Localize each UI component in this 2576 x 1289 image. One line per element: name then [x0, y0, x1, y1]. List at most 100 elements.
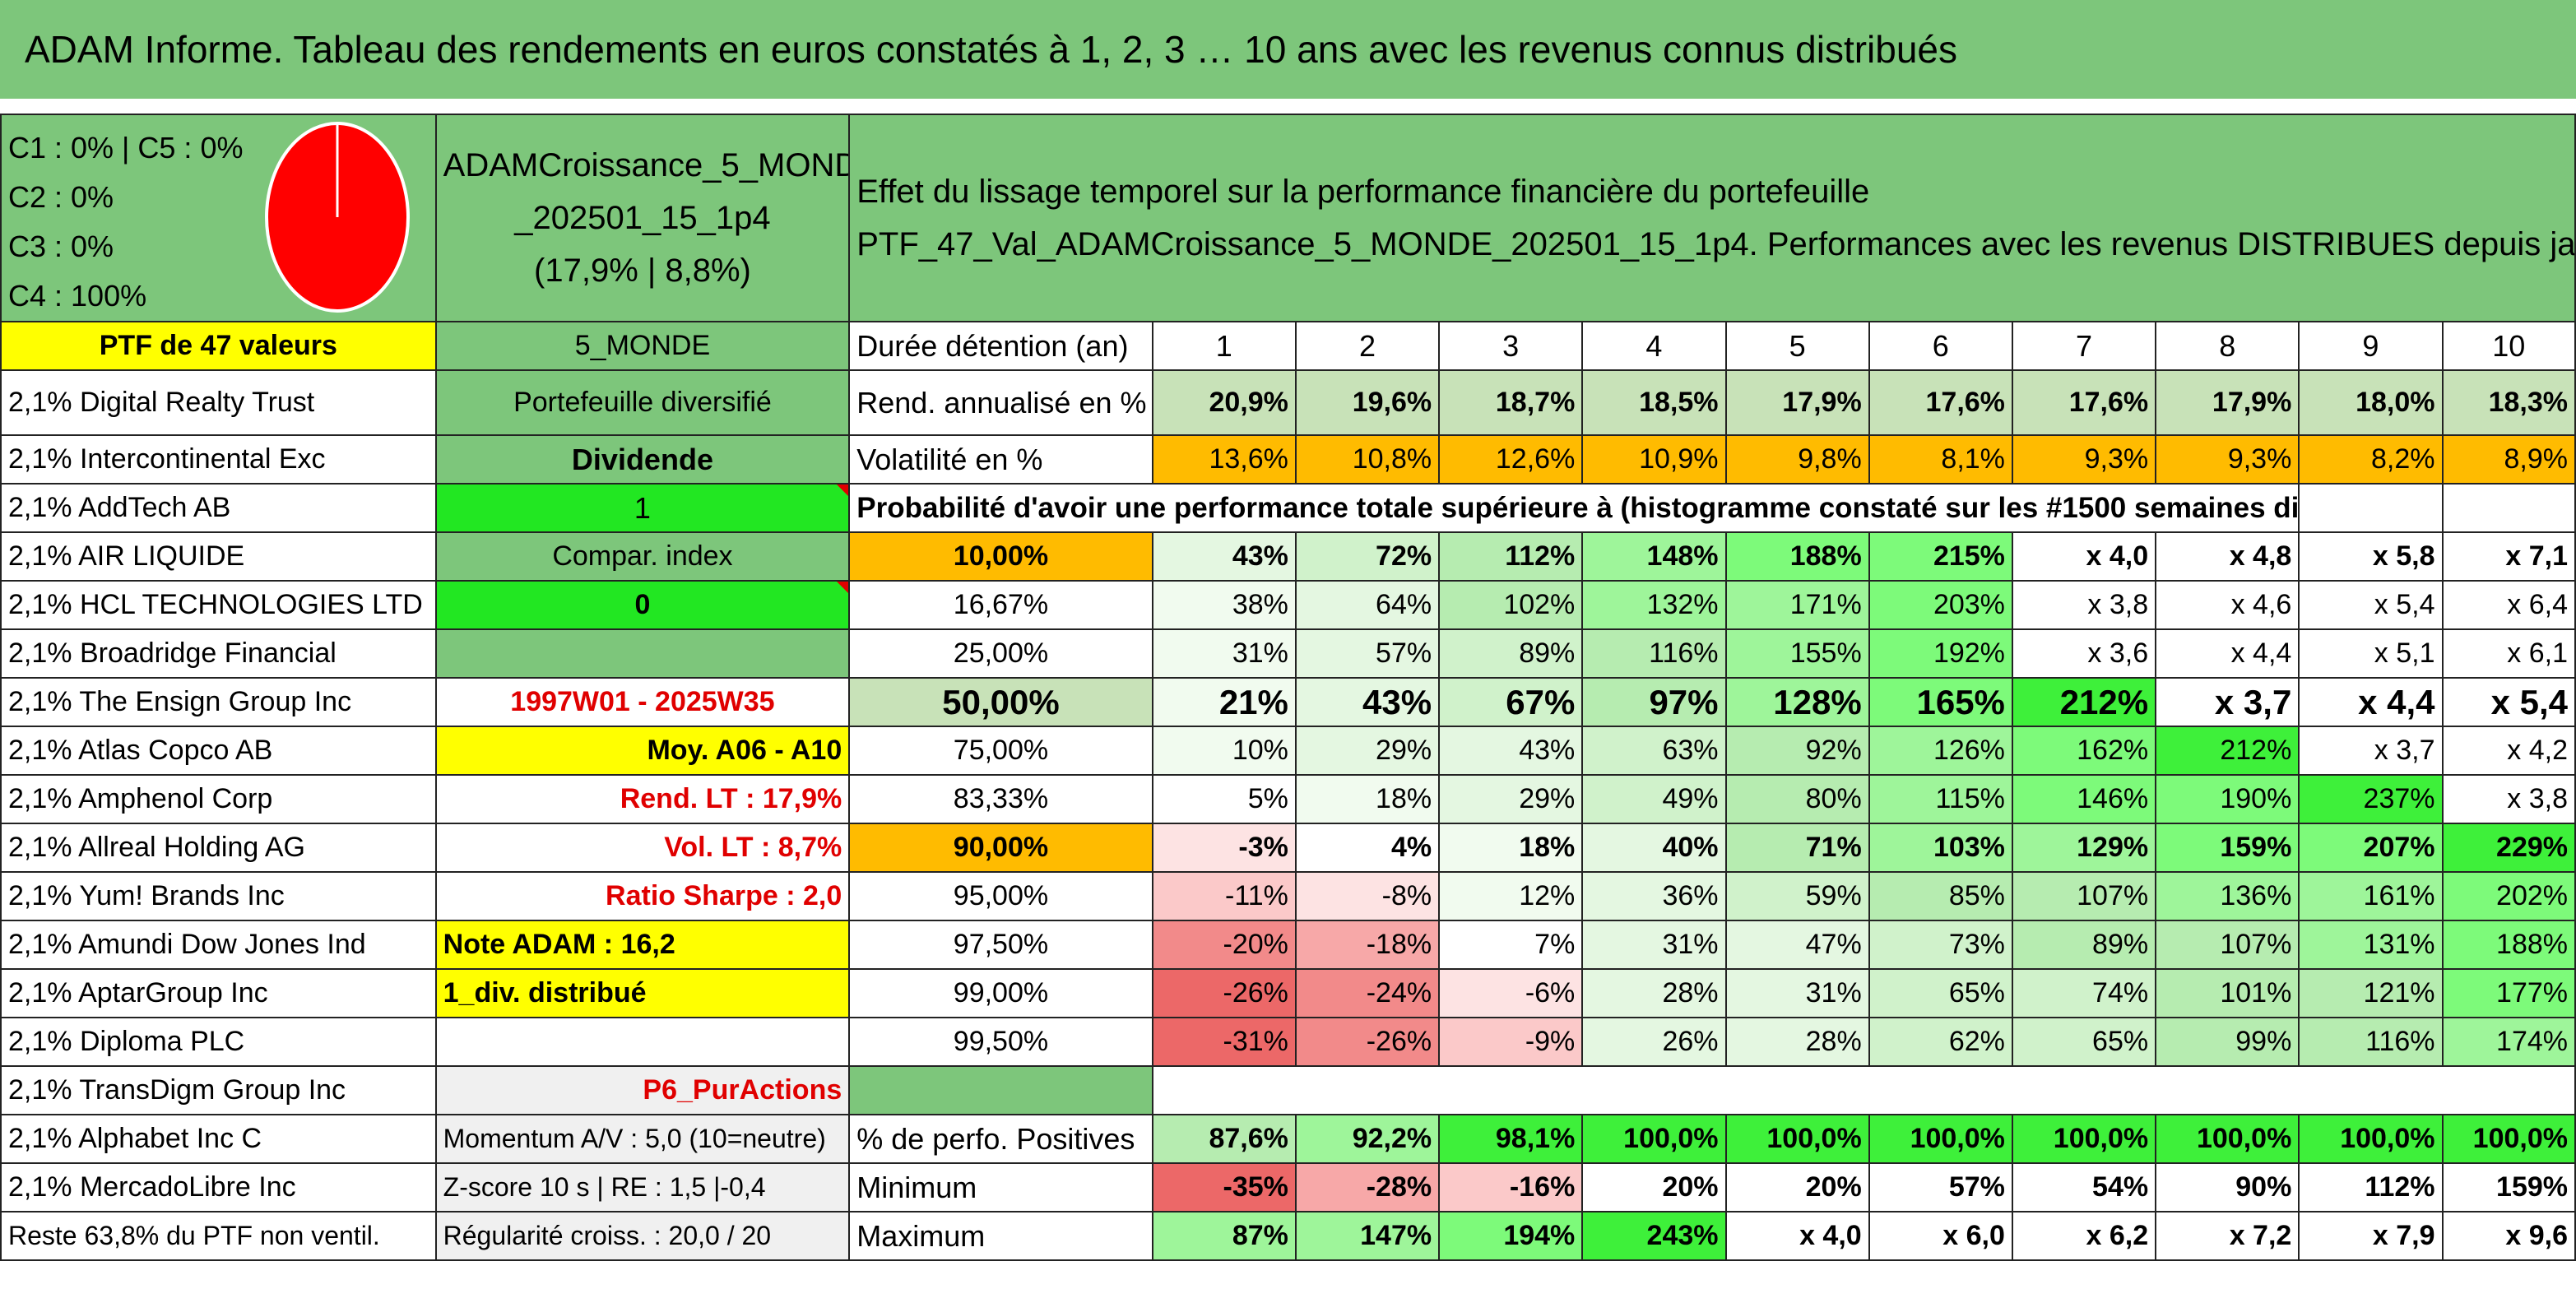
- description-line: PTF_47_Val_ADAMCroissance_5_MONDE_202501…: [856, 226, 2575, 262]
- probability-value: 229%: [2441, 823, 2576, 873]
- table-row: 2,1% Yum! Brands Inc Ratio Sharpe : 2,0 95…: [0, 871, 2576, 921]
- probability-value: -26%: [1294, 1017, 1441, 1067]
- probability-value: x 3,8: [2441, 774, 2576, 824]
- probability-value: 29%: [1438, 774, 1584, 824]
- probability-value: 115%: [1868, 774, 2013, 824]
- probability-value: 192%: [1868, 628, 2013, 679]
- probability-threshold: 99,00%: [848, 968, 1153, 1018]
- probability-value: 38%: [1151, 580, 1297, 630]
- description-line: Effet du lissage temporel sur la perform…: [856, 174, 1870, 210]
- positive-value: 100,0%: [2441, 1114, 2576, 1164]
- minimum-value: -35%: [1151, 1162, 1297, 1212]
- maximum-value: x 6,2: [2011, 1211, 2157, 1261]
- maximum-value: 194%: [1438, 1211, 1584, 1261]
- year-header: 2: [1294, 321, 1441, 371]
- vol-value: 13,6%: [1151, 434, 1297, 485]
- vol-value: 9,3%: [2155, 434, 2300, 485]
- table-row: 2,1% AptarGroup Inc 1_div. distribué 99,00…: [0, 968, 2576, 1018]
- probability-threshold: 90,00%: [848, 823, 1153, 873]
- compar-index-label: Compar. index: [434, 531, 851, 582]
- probability-value: 159%: [2155, 823, 2300, 873]
- adam-score: Note ADAM : 16,2: [434, 920, 851, 970]
- table-row: 2,1% AddTech AB 1 Probabilité d'avoir une …: [0, 483, 2576, 533]
- year-header: 5: [1724, 321, 1870, 371]
- probability-threshold: 16,67%: [848, 580, 1153, 630]
- positive-value: 92,2%: [1294, 1114, 1441, 1164]
- probability-value: 136%: [2155, 871, 2300, 921]
- holding-item: 2,1% Digital Realty Trust: [0, 369, 437, 436]
- year-header: 6: [1868, 321, 2013, 371]
- empty-cell: [1151, 1065, 2576, 1115]
- probability-value: x 4,2: [2441, 726, 2576, 776]
- probability-value: 237%: [2298, 774, 2444, 824]
- holding-item: 2,1% Intercontinental Exc: [0, 434, 437, 485]
- probability-value: x 5,8: [2298, 531, 2444, 582]
- probability-value: 4%: [1294, 823, 1441, 873]
- class-line: C4 : 100%: [8, 279, 147, 313]
- positive-value: 100,0%: [1868, 1114, 2013, 1164]
- year-header: 1: [1151, 321, 1297, 371]
- table-row: 2,1% MercadoLibre Inc Z-score 10 s | RE :…: [0, 1162, 2576, 1212]
- vol-label: Volatilité en %: [848, 434, 1153, 485]
- rend-value: 18,3%: [2441, 369, 2576, 436]
- probability-value: 57%: [1294, 628, 1441, 679]
- probability-value: 102%: [1438, 580, 1584, 630]
- table-row: 2,1% AIR LIQUIDE Compar. index 10,00% 43% 72…: [0, 531, 2576, 582]
- probability-value: x 5,4: [2441, 677, 2576, 727]
- dividend-flag: 1: [434, 483, 851, 533]
- probability-value: -8%: [1294, 871, 1441, 921]
- positive-value: 100,0%: [1581, 1114, 1727, 1164]
- dividend-label: Dividende: [434, 434, 851, 485]
- minimum-value: -28%: [1294, 1162, 1441, 1212]
- table-row: 2,1% Alphabet Inc C Momentum A/V : 5,0 (1…: [0, 1114, 2576, 1164]
- probability-value: 26%: [1581, 1017, 1727, 1067]
- table-row: 2,1% Allreal Holding AG Vol. LT : 8,7% 90,…: [0, 823, 2576, 873]
- table-row: 2,1% Broadridge Financial 25,00% 31% 57% 89%…: [0, 628, 2576, 679]
- ptf-count-label: PTF de 47 valeurs: [0, 321, 437, 371]
- class-line: C3 : 0%: [8, 230, 114, 263]
- regularity-label: Régularité croiss. : 20,0 / 20: [434, 1211, 851, 1261]
- probability-value: 188%: [1724, 531, 1870, 582]
- description-block: Effet du lissage temporel sur la perform…: [848, 114, 2576, 322]
- probability-value: 49%: [1581, 774, 1727, 824]
- maximum-value: x 4,0: [1724, 1211, 1870, 1261]
- probability-value: 43%: [1438, 726, 1584, 776]
- probability-value: x 5,4: [2298, 580, 2444, 630]
- holding-item: 2,1% Allreal Holding AG: [0, 823, 437, 873]
- performance-table: C1 : 0% | C5 : 0% C2 : 0% C3 : 0% C4 : 1…: [0, 114, 2576, 1261]
- probability-value: 65%: [1868, 968, 2013, 1018]
- long-term-volatility: Vol. LT : 8,7%: [434, 823, 851, 873]
- rend-value: 17,9%: [1724, 369, 1870, 436]
- minimum-value: 20%: [1581, 1162, 1727, 1212]
- strategy-label: P6_PurActions: [434, 1065, 851, 1115]
- probability-value: 212%: [2011, 677, 2157, 727]
- portfolio-type: Portefeuille diversifié: [434, 369, 851, 436]
- probability-value: 101%: [2155, 968, 2300, 1018]
- probability-value: 36%: [1581, 871, 1727, 921]
- probability-value: 62%: [1868, 1017, 2013, 1067]
- probability-value: 43%: [1294, 677, 1441, 727]
- probability-value: 112%: [1438, 531, 1584, 582]
- holding-item: Reste 63,8% du PTF non ventil.: [0, 1211, 437, 1261]
- table-row: 2,1% The Ensign Group Inc 1997W01 - 2025W…: [0, 677, 2576, 727]
- year-header: 3: [1438, 321, 1584, 371]
- maximum-value: 87%: [1151, 1211, 1297, 1261]
- holding-item: 2,1% Amundi Dow Jones Ind: [0, 920, 437, 970]
- probability-threshold: 95,00%: [848, 871, 1153, 921]
- maximum-value: x 7,2: [2155, 1211, 2300, 1261]
- probability-value: 73%: [1868, 920, 2013, 970]
- probability-value: 161%: [2298, 871, 2444, 921]
- holding-item: 2,1% AIR LIQUIDE: [0, 531, 437, 582]
- probability-value: 74%: [2011, 968, 2157, 1018]
- empty-cell: [2298, 483, 2444, 533]
- probability-value: 212%: [2155, 726, 2300, 776]
- probability-value: 67%: [1438, 677, 1584, 727]
- probability-value: -24%: [1294, 968, 1441, 1018]
- probability-value: 47%: [1724, 920, 1870, 970]
- maximum-value: 243%: [1581, 1211, 1727, 1261]
- sharpe-ratio: Ratio Sharpe : 2,0: [434, 871, 851, 921]
- minimum-value: 57%: [1868, 1162, 2013, 1212]
- portfolio-name: ADAMCroissance_5_MONDE _202501_15_1p4 (1…: [434, 114, 851, 322]
- probability-label: Probabilité d'avoir une performance tota…: [848, 483, 2300, 533]
- holding-item: 2,1% TransDigm Group Inc: [0, 1065, 437, 1115]
